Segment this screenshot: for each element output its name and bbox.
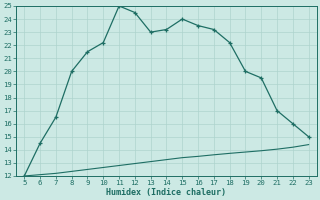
X-axis label: Humidex (Indice chaleur): Humidex (Indice chaleur) xyxy=(107,188,227,197)
